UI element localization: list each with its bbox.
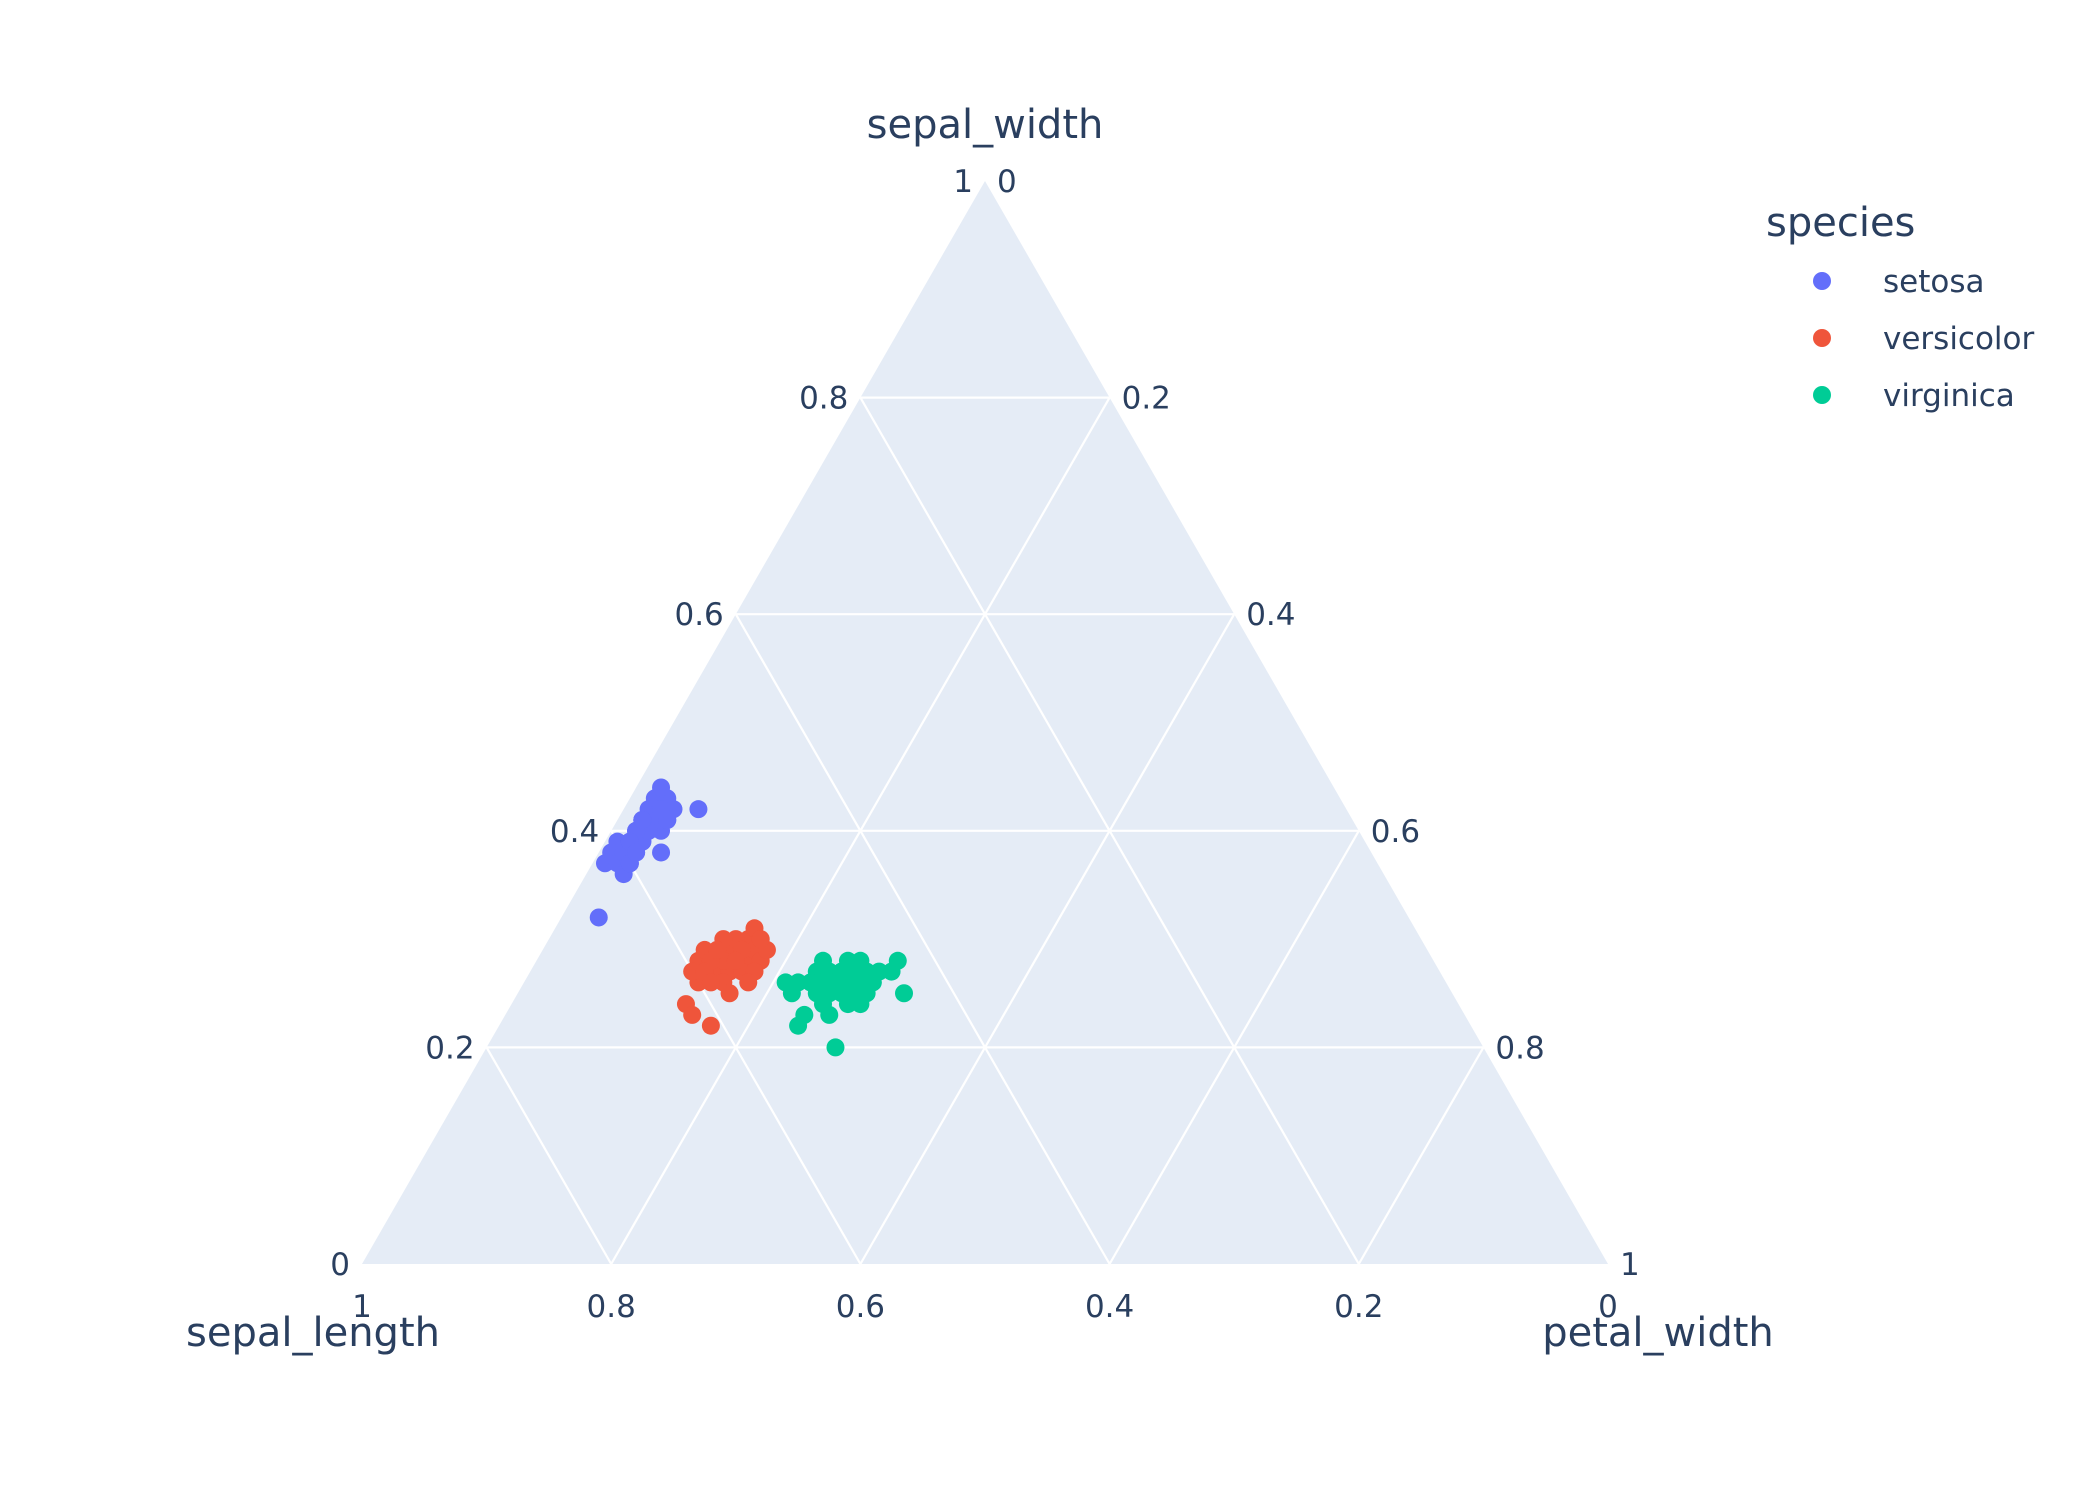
legend-title: species — [1766, 200, 1915, 246]
point-virginica-22 — [888, 951, 907, 970]
legend-marker-versicolor — [1813, 329, 1831, 347]
point-versicolor-34 — [751, 930, 770, 949]
point-virginica-17 — [789, 1016, 808, 1035]
point-virginica-33 — [845, 962, 864, 981]
tick-label-b-3: 0.6 — [836, 1289, 885, 1325]
point-versicolor-17 — [701, 1016, 720, 1035]
point-virginica-29 — [826, 1038, 845, 1057]
gridline-b-2 — [734, 613, 1111, 1265]
point-setosa-33 — [652, 800, 671, 819]
tick-label-a-0: 0 — [330, 1247, 350, 1283]
gridline-c-3 — [1108, 830, 1360, 1265]
point-versicolor-33 — [726, 951, 745, 970]
point-setosa-5 — [689, 800, 708, 819]
axis-title-b: sepal_length — [186, 1310, 440, 1356]
ternary-plot-area — [362, 181, 1608, 1264]
tick-label-c-5: 1 — [1620, 1247, 1640, 1283]
gridline-c-2 — [859, 613, 1236, 1265]
legend-label-setosa: setosa — [1883, 264, 1985, 300]
point-versicolor-16 — [683, 1005, 702, 1024]
point-versicolor-28 — [720, 984, 739, 1003]
point-virginica-25 — [820, 1005, 839, 1024]
point-setosa-39 — [627, 843, 646, 862]
tick-label-b-2: 0.4 — [1085, 1289, 1134, 1325]
legend-marker-setosa — [1813, 272, 1831, 290]
ternary-gridlines — [485, 396, 1485, 1265]
tick-label-b-0: 0 — [1598, 1289, 1618, 1325]
point-virginica-11 — [895, 984, 914, 1003]
tick-label-b-4: 0.8 — [587, 1289, 636, 1325]
point-setosa-37 — [633, 810, 652, 829]
point-versicolor-26 — [739, 973, 758, 992]
tick-label-a-4: 0.8 — [799, 381, 848, 417]
legend: species setosa versicolor virginica — [1766, 200, 2035, 414]
tick-label-c-0: 0 — [997, 164, 1017, 200]
point-setosa-25 — [652, 778, 671, 797]
legend-label-virginica: virginica — [1883, 378, 2015, 414]
point-virginica-32 — [826, 973, 845, 992]
tick-label-c-3: 0.6 — [1371, 814, 1420, 850]
tick-label-a-1: 0.2 — [425, 1030, 474, 1066]
point-setosa-21 — [589, 908, 608, 927]
point-virginica-28 — [814, 973, 833, 992]
tick-labels: 0 0 0 0.2 0.2 0.2 0.4 0.4 0.4 0.6 0.6 0.6 0.8 0.8 0.8 1… — [330, 164, 1639, 1325]
legend-marker-virginica — [1813, 386, 1831, 404]
tick-label-b-1: 0.2 — [1334, 1289, 1383, 1325]
point-versicolor-31 — [708, 940, 727, 959]
data-points — [589, 778, 914, 1057]
point-virginica-34 — [845, 984, 864, 1003]
tick-label-a-2: 0.4 — [550, 814, 599, 850]
point-setosa-13 — [595, 854, 614, 873]
point-virginica-12 — [870, 962, 889, 981]
point-virginica-31 — [814, 951, 833, 970]
tick-label-a-5: 1 — [953, 164, 973, 200]
point-setosa-20 — [652, 843, 671, 862]
point-virginica-30 — [782, 984, 801, 1003]
tick-label-a-3: 0.6 — [674, 597, 723, 633]
tick-label-b-5: 1 — [352, 1289, 372, 1325]
legend-label-versicolor: versicolor — [1883, 321, 2035, 357]
axis-title-a: sepal_width — [867, 102, 1104, 148]
tick-label-c-2: 0.4 — [1246, 597, 1295, 633]
tick-label-c-1: 0.2 — [1122, 381, 1171, 417]
gridline-b-3 — [610, 830, 862, 1265]
point-versicolor-32 — [701, 973, 720, 992]
axis-title-c: petal_width — [1542, 1310, 1774, 1356]
gridline-c-4 — [1357, 1046, 1485, 1265]
tick-label-c-4: 0.8 — [1495, 1030, 1544, 1066]
point-versicolor-19 — [683, 962, 702, 981]
gridline-b-4 — [485, 1046, 613, 1265]
